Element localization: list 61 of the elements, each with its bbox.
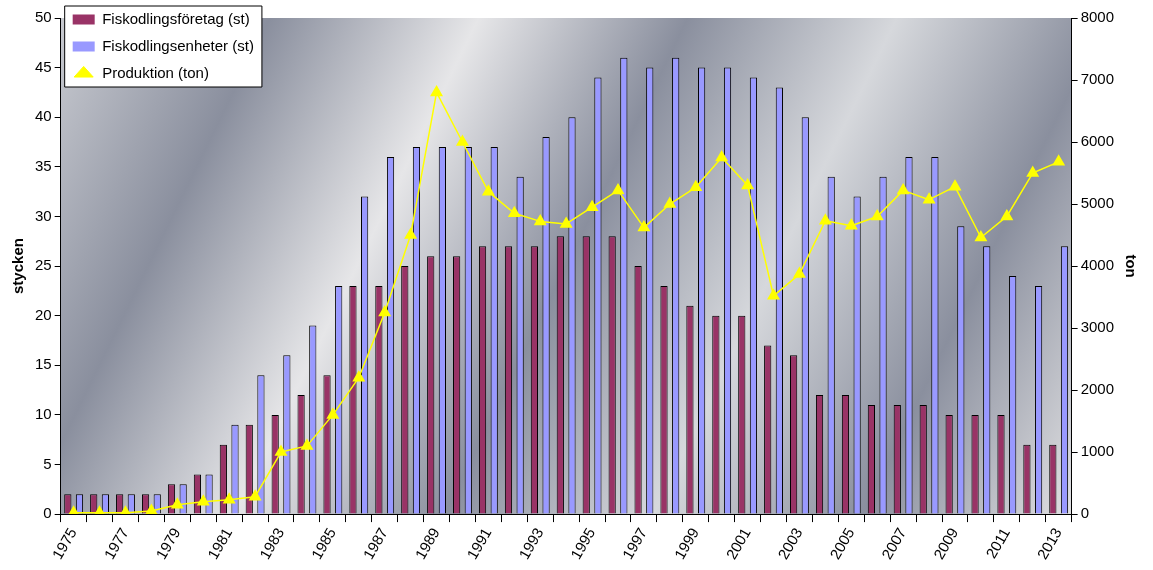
y-tick-label: 35 bbox=[35, 156, 52, 174]
y2-tick-label: 4000 bbox=[1080, 256, 1115, 274]
point bbox=[482, 184, 495, 196]
y-tick-label: 45 bbox=[35, 57, 52, 75]
y-tick-label: 40 bbox=[35, 107, 52, 125]
point bbox=[456, 135, 469, 146]
point bbox=[534, 214, 547, 226]
point bbox=[949, 179, 961, 191]
y-axis-title: stycken bbox=[9, 238, 27, 294]
point bbox=[145, 504, 158, 515]
legend-label: Produktion (ton) bbox=[102, 63, 209, 81]
point bbox=[275, 445, 287, 456]
legend-label: Fiskodlingsenheter (st) bbox=[102, 36, 254, 54]
point bbox=[767, 289, 780, 300]
point bbox=[404, 228, 417, 239]
y-tick-label: 0 bbox=[43, 504, 52, 522]
y-tick-label: 15 bbox=[35, 355, 52, 373]
point bbox=[249, 489, 262, 501]
point bbox=[689, 180, 702, 192]
point bbox=[352, 370, 365, 382]
point bbox=[430, 85, 443, 97]
y-tick-label: 30 bbox=[35, 206, 52, 224]
point bbox=[819, 214, 832, 225]
point bbox=[637, 220, 650, 232]
point bbox=[663, 197, 676, 208]
y2-tick-label: 2000 bbox=[1080, 380, 1115, 398]
point bbox=[974, 230, 987, 242]
y2-tick-label: 1000 bbox=[1080, 442, 1115, 460]
y-tick-label: 20 bbox=[35, 305, 52, 323]
point bbox=[897, 183, 910, 195]
point bbox=[923, 192, 936, 204]
point bbox=[326, 408, 339, 419]
point bbox=[1026, 166, 1039, 177]
point bbox=[301, 439, 313, 450]
y2-tick-label: 3000 bbox=[1080, 318, 1115, 336]
point bbox=[845, 218, 858, 230]
point bbox=[1052, 155, 1065, 166]
point bbox=[871, 209, 884, 221]
point bbox=[1000, 209, 1013, 221]
point bbox=[715, 150, 728, 162]
y-tick-label: 10 bbox=[35, 405, 52, 423]
point bbox=[741, 178, 754, 190]
y2-tick-label: 8000 bbox=[1080, 8, 1115, 26]
point bbox=[560, 217, 573, 228]
point bbox=[197, 494, 210, 506]
point bbox=[508, 206, 521, 218]
y2-tick-label: 7000 bbox=[1080, 70, 1115, 88]
y-tick-label: 5 bbox=[43, 454, 52, 472]
y2-axis-title: ton bbox=[1122, 254, 1140, 278]
y2-tick-label: 0 bbox=[1080, 504, 1089, 522]
point bbox=[171, 498, 184, 509]
y2-tick-label: 5000 bbox=[1080, 194, 1115, 212]
point bbox=[586, 200, 599, 211]
y-tick-label: 25 bbox=[35, 256, 52, 274]
point bbox=[612, 183, 624, 195]
point bbox=[378, 305, 391, 317]
point bbox=[223, 493, 236, 504]
point bbox=[793, 267, 806, 278]
y2-tick-label: 6000 bbox=[1080, 132, 1115, 150]
legend-label: Fiskodlingsföretag (st) bbox=[102, 9, 250, 27]
y-tick-label: 50 bbox=[35, 8, 52, 26]
